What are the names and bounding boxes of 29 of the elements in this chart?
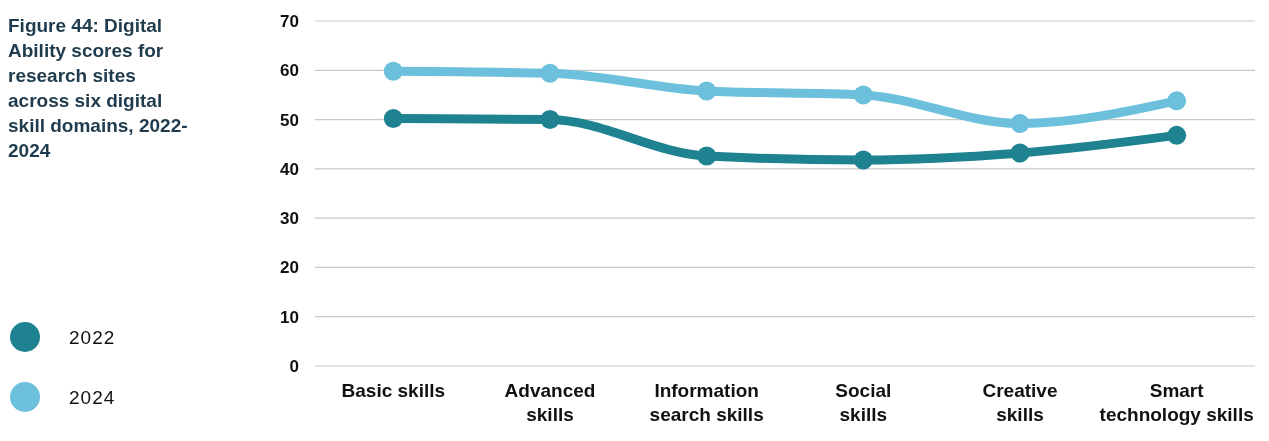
point xyxy=(383,109,403,129)
y-tick-label: 20 xyxy=(280,258,299,278)
y-tick-label: 0 xyxy=(289,356,299,376)
y-tick-label: 10 xyxy=(280,307,299,327)
x-tick-label: Smart technology skills xyxy=(1099,380,1254,425)
point xyxy=(697,81,717,101)
point xyxy=(697,146,717,166)
text: Figure 44: Digital Ability scores for research sites across six digital skill domains, 2022-2024 xyxy=(8,15,188,161)
y-tick-label: 30 xyxy=(280,209,299,229)
point xyxy=(540,63,560,83)
x-tick-label: Advanced skills xyxy=(504,380,596,425)
point xyxy=(1010,143,1030,163)
legend-label: 2022 xyxy=(69,326,116,348)
x-tick-label: Creative skills xyxy=(982,380,1058,425)
point xyxy=(383,61,403,81)
point xyxy=(853,150,873,170)
y-tick-label: 60 xyxy=(280,61,299,81)
point xyxy=(1167,91,1187,111)
point xyxy=(853,85,873,105)
point xyxy=(1167,125,1187,145)
point xyxy=(1010,114,1030,134)
x-tick-label: Social skills xyxy=(835,380,892,425)
y-tick-label: 70 xyxy=(280,11,299,31)
x-tick-label: Information search skills xyxy=(649,380,764,425)
point xyxy=(540,110,560,130)
y-tick-label: 50 xyxy=(280,110,299,130)
x-tick-label: Basic skills xyxy=(341,380,446,401)
y-tick-label: 40 xyxy=(280,159,299,179)
legend-label: 2024 xyxy=(69,386,116,408)
